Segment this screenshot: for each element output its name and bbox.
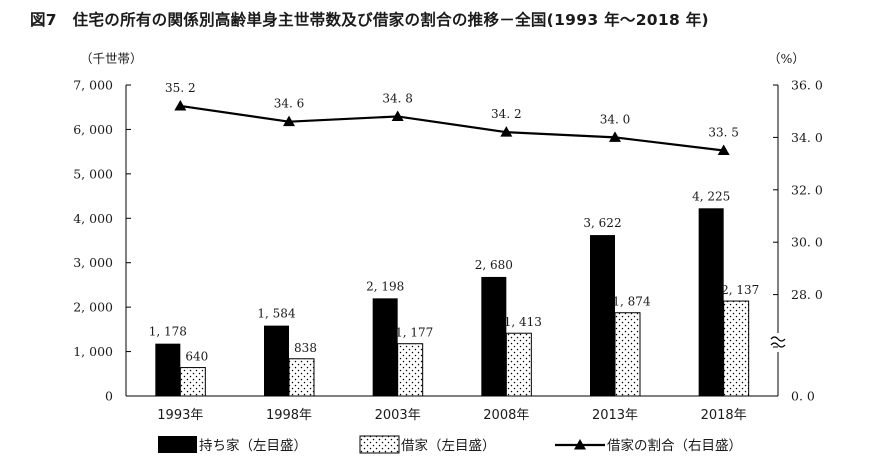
left-tick-label: 1, 000	[73, 344, 113, 359]
right-tick-label: 36. 0	[791, 78, 823, 93]
bar-owned	[698, 208, 724, 396]
ratio-marker	[283, 115, 295, 127]
bar-owned	[481, 276, 507, 396]
bar-rented-label: 1, 177	[395, 326, 433, 340]
ratio-line	[174, 99, 730, 155]
bars	[155, 208, 750, 397]
axes: 0 1, 000 2, 000 3, 000 4, 000 5, 000 6, 000 7, …	[73, 51, 823, 423]
bar-rented	[288, 358, 315, 397]
legend-label-ratio: 借家の割合（右目盛）	[607, 437, 742, 454]
left-tick-label: 5, 000	[73, 166, 113, 181]
x-category-label: 1993年	[157, 408, 203, 423]
ratio-label: 35. 2	[165, 81, 196, 95]
ratio-marker	[174, 99, 187, 111]
bar-rented-label: 1, 874	[612, 295, 651, 309]
left-axis-unit: （千世帯）	[80, 51, 143, 66]
bar-rented	[397, 343, 424, 397]
axis-break-mark	[770, 342, 786, 348]
bar-owned	[590, 235, 615, 396]
right-tick-label: 30. 0	[791, 235, 823, 250]
legend-swatch-ratio-marker	[574, 439, 586, 450]
ratio-label: 34. 2	[491, 107, 522, 121]
ratio-line-path	[180, 104, 724, 152]
left-tick-label: 7, 000	[73, 78, 113, 93]
right-tick-label: 34. 0	[791, 130, 823, 145]
legend-label-rented: 借家（左目盛）	[401, 437, 496, 454]
bar-owned	[155, 343, 181, 396]
right-tick-label: 32. 0	[791, 182, 823, 197]
x-category-label: 2013年	[592, 408, 638, 423]
bar-owned-label: 2, 198	[366, 279, 404, 293]
right-tick-label: 0. 0	[791, 389, 815, 404]
legend: 持ち家（左目盛） 借家（左目盛） 借家の割合（右目盛）	[158, 435, 742, 454]
bar-rented	[723, 300, 750, 397]
legend-swatch-owned	[158, 436, 197, 453]
left-tick-label: 0	[105, 389, 113, 404]
left-tick-label: 3, 000	[73, 255, 113, 270]
bar-rented-label: 1, 413	[504, 315, 542, 329]
ratio-label: 34. 6	[274, 97, 305, 111]
ratio-label: 33. 5	[708, 126, 739, 140]
left-tick-label: 4, 000	[73, 211, 113, 226]
ratio-label: 34. 8	[382, 91, 413, 105]
left-tick-label: 2, 000	[73, 300, 113, 315]
bar-rented-label: 2, 137	[721, 283, 759, 297]
bar-owned-label: 1, 178	[149, 325, 187, 339]
x-category-label: 2008年	[483, 408, 529, 423]
right-tick-label: 28. 0	[791, 287, 823, 302]
ratio-marker	[717, 144, 730, 155]
bar-owned-label: 1, 584	[257, 307, 296, 321]
bar-rented-label: 838	[294, 341, 317, 355]
bar-rented	[614, 312, 641, 397]
chart-title: 図7 住宅の所有の関係別高齢単身主世帯数及び借家の割合の推移－全国(1993 年…	[30, 11, 709, 29]
data-labels: 1, 178 1, 584 2, 198 2, 680 3, 622 4, 225 640 8…	[149, 81, 760, 364]
bar-owned	[264, 325, 289, 396]
bar-rented	[179, 367, 206, 397]
x-category-label: 2018年	[701, 408, 747, 423]
ratio-marker	[609, 131, 621, 142]
axis-break-mark	[770, 336, 786, 342]
x-category-label: 1998年	[266, 408, 312, 423]
right-axis-unit: （%）	[768, 51, 805, 66]
bar-owned-label: 3, 622	[583, 216, 621, 230]
bar-owned-label: 2, 680	[475, 258, 513, 272]
bar-rented-label: 640	[185, 350, 208, 364]
bar-rented	[505, 332, 532, 397]
bar-owned	[372, 298, 398, 396]
bar-owned-label: 4, 225	[692, 189, 730, 203]
legend-label-owned: 持ち家（左目盛）	[199, 437, 307, 454]
left-tick-label: 6, 000	[73, 122, 113, 137]
legend-swatch-rented	[359, 435, 400, 454]
ratio-marker	[391, 110, 404, 121]
ratio-label: 34. 0	[600, 112, 631, 126]
ratio-marker	[500, 126, 513, 137]
x-category-label: 2003年	[375, 408, 421, 423]
